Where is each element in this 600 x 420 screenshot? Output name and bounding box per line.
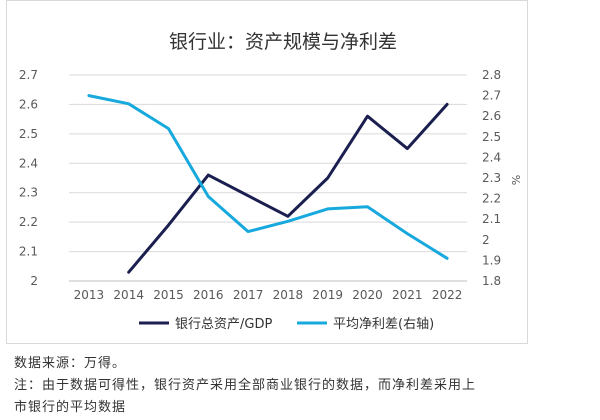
left-tick-label: 2.7 [19,68,38,82]
source-note: 数据来源：万得。 [14,356,127,371]
data-point [446,257,449,260]
series-line-2 [87,94,449,260]
data-point [406,147,409,150]
x-tick-label: 2021 [392,288,423,302]
chart-container: 银行业：资产规模与净利差 2.7 2.6 2.5 2.4 2.3 2.2 2.1 2 2.8 2.… [6,0,528,344]
legend-label-1: 银行总资产/GDP [175,317,272,332]
data-point [127,102,130,105]
x-tick-label: 2020 [352,288,383,302]
right-tick-label: 2.6 [482,109,501,123]
series-line-1 [127,102,449,274]
x-tick-label: 2015 [153,288,184,302]
x-tick-label: 2018 [273,288,304,302]
left-tick-label: 2.1 [19,245,38,259]
data-point [87,94,90,97]
right-tick-label: 2.2 [482,192,501,206]
data-point [207,195,210,198]
right-tick-label: 2.3 [482,171,501,185]
legend-label-2: 平均净利差(右轴) [333,317,434,332]
right-tick-label: 2.1 [482,212,501,226]
right-tick-label: 2.8 [482,68,501,82]
right-tick-label: 2.4 [482,150,501,164]
footnote-line-2: 市银行的平均数据 [14,400,127,415]
left-tick-label: 2.4 [19,156,38,170]
data-point [286,220,289,223]
right-tick-label: 2.7 [482,89,501,103]
data-point [247,230,250,233]
data-point [406,232,409,235]
data-point [207,174,210,177]
data-point [326,177,329,180]
x-tick-label: 2013 [74,288,105,302]
data-point [366,205,369,208]
footnote-line-1: 注：由于数据可得性，银行资产采用全部商业银行的数据，而净利差采用上 [14,378,477,393]
right-axis-label: % [509,175,522,185]
data-point [286,215,289,218]
right-tick-label: 1.9 [482,253,501,267]
left-tick-label: 2.3 [19,186,38,200]
x-tick-label: 2019 [312,288,343,302]
data-point [127,271,130,274]
right-tick-label: 1.8 [482,274,501,288]
left-tick-label: 2.2 [19,215,38,229]
right-tick-label: 2.5 [482,130,501,144]
left-tick-label: 2.6 [19,97,38,111]
left-tick-label: 2 [30,274,38,288]
data-point [446,103,449,106]
x-tick-label: 2017 [233,288,264,302]
data-point [366,115,369,118]
chart-title: 银行业：资产规模与净利差 [169,31,397,53]
chart-svg: 银行业：资产规模与净利差 2.7 2.6 2.5 2.4 2.3 2.2 2.1 2 2.8 2.… [19,31,522,332]
data-point [326,207,329,210]
data-point [247,194,250,197]
data-point [167,127,170,130]
x-tick-label: 2022 [432,288,463,302]
data-point [167,224,170,227]
x-tick-label: 2014 [113,288,144,302]
x-tick-label: 2016 [193,288,224,302]
left-tick-label: 2.5 [19,127,38,141]
right-tick-label: 2 [482,233,490,247]
